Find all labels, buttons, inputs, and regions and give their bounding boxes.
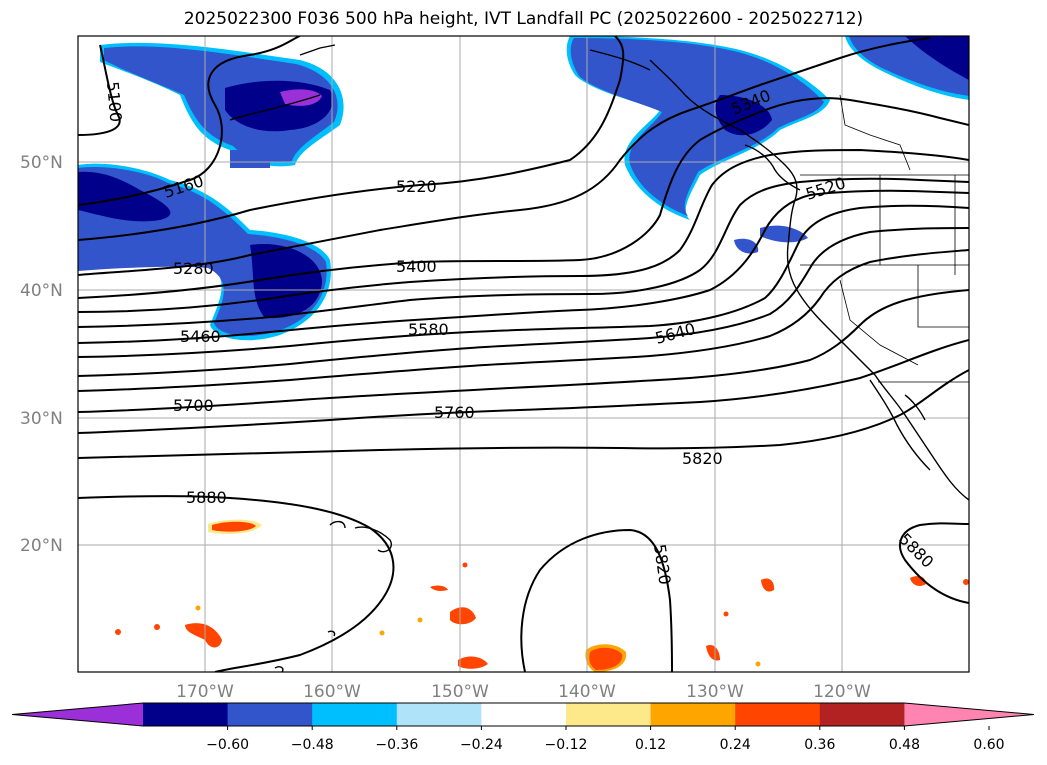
contour-label: 5400 <box>396 257 437 276</box>
colorbar-tick-label: 0.24 <box>720 737 751 753</box>
lat-label-30n: 30°N <box>20 409 63 429</box>
ivt-shading-positive <box>115 519 969 672</box>
colorbar-segment <box>566 703 652 726</box>
colorbar-tick-label: 0.36 <box>804 737 835 753</box>
colorbar-tick-label: 0.60 <box>973 737 1004 753</box>
colorbar-outline <box>11 702 1035 727</box>
plot-frame <box>77 35 970 673</box>
colorbar-segment <box>650 703 736 726</box>
lon-label-140w: 140°W <box>558 682 616 702</box>
colorbar-extend-min <box>12 703 143 726</box>
height-contours <box>78 36 969 672</box>
contour-label: 5100 <box>103 81 125 123</box>
lon-label-130w: 130°W <box>686 682 744 702</box>
lat-label-40n: 40°N <box>20 281 63 301</box>
colorbar-segment <box>143 703 229 726</box>
contour-label: 5820 <box>682 449 723 468</box>
contour-label: 5760 <box>434 403 475 422</box>
lon-label-150w: 150°W <box>431 682 489 702</box>
lon-label-160w: 160°W <box>303 682 361 702</box>
colorbar-tick-label: −0.12 <box>545 737 588 753</box>
map-title: 2025022300 F036 500 hPa height, IVT Land… <box>183 9 864 29</box>
lon-label-120w: 120°W <box>813 682 871 702</box>
colorbar-segment <box>819 703 905 726</box>
ivt-shading-negative <box>78 36 969 341</box>
contour-label: 5580 <box>408 320 449 339</box>
lat-label-50n: 50°N <box>20 153 63 173</box>
plot-area: 5100 5160 5220 5280 5340 5400 5460 5520 … <box>78 36 969 672</box>
contour-label-group: 5100 5160 5220 5280 5340 5400 5460 5520 … <box>103 81 937 586</box>
colorbar-tick-label: 0.12 <box>635 737 666 753</box>
contour-label: 5280 <box>173 259 214 278</box>
lon-label-170w: 170°W <box>176 682 234 702</box>
colorbar-tick-label: −0.48 <box>291 737 334 753</box>
lat-label-20n: 20°N <box>20 536 63 556</box>
colorbar: −0.60 −0.48 −0.36 −0.24 −0.12 0.12 0.24 0.36 0.4… <box>11 702 1035 753</box>
contour-label: 5880 <box>186 488 227 507</box>
colorbar-segment <box>312 703 398 726</box>
graticule <box>78 36 969 672</box>
colorbar-tick-label: 0.48 <box>889 737 920 753</box>
colorbar-segment <box>396 703 482 726</box>
colorbar-extend-max <box>904 703 1034 726</box>
colorbar-segment <box>481 703 567 726</box>
colorbar-tick-label: −0.60 <box>206 737 249 753</box>
contour-label: 5460 <box>180 327 221 346</box>
contour-label: 5220 <box>396 177 437 196</box>
colorbar-segment <box>735 703 821 726</box>
contour-label: 5700 <box>173 396 214 415</box>
colorbar-segment <box>227 703 313 726</box>
colorbar-tick-label: −0.24 <box>460 737 503 753</box>
colorbar-tick-label: −0.36 <box>375 737 418 753</box>
